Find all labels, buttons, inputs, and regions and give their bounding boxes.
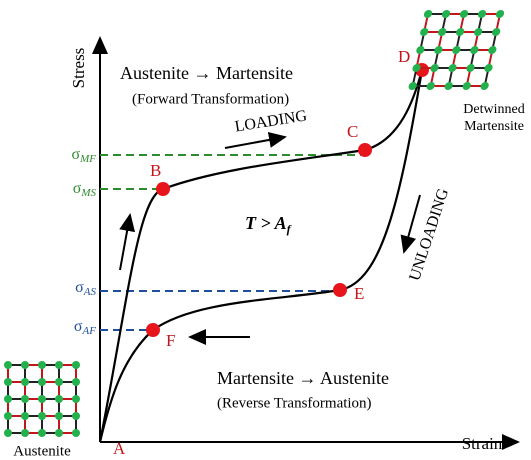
point-label: A	[113, 439, 126, 458]
lattice-part	[72, 361, 80, 369]
lattice-part	[456, 28, 465, 36]
lattice-part	[4, 429, 12, 437]
lattice-part	[462, 82, 471, 90]
arrow	[224, 132, 287, 149]
lattice-part	[38, 378, 46, 386]
lattice-part	[21, 361, 29, 369]
lattice-part	[72, 395, 80, 403]
x-axis-label: Strain	[462, 434, 503, 453]
condition: T > Af	[245, 213, 292, 236]
lattice-part	[55, 378, 63, 386]
lattice-part	[452, 46, 461, 54]
lattice-part	[420, 28, 429, 36]
arrow	[400, 194, 421, 254]
point-label: C	[347, 122, 358, 141]
point-label: B	[150, 161, 161, 180]
point	[358, 143, 372, 157]
lattice-part	[4, 412, 12, 420]
lattice-part	[408, 82, 417, 90]
lattice-part	[4, 395, 12, 403]
lattice-part	[434, 46, 443, 54]
reverse-subtitle: (Reverse Transformation)	[217, 395, 372, 411]
lattice-part	[459, 10, 469, 18]
level-label: σMF	[71, 146, 96, 165]
lattice-part	[423, 10, 433, 18]
lattice-part	[474, 28, 483, 36]
lattice-part	[55, 429, 63, 437]
lattice-part	[492, 28, 501, 36]
reverse-title: Martensite → Austenite	[217, 368, 389, 388]
lattice-part	[416, 46, 425, 54]
lattice-part	[441, 10, 451, 18]
level-label: σMS	[73, 180, 97, 199]
lattice-part	[484, 64, 493, 72]
lattice-part	[480, 82, 489, 90]
lattice-part	[38, 361, 46, 369]
lattice-part	[55, 412, 63, 420]
austenite-label: Austenite	[13, 443, 71, 459]
martensite-lattice	[408, 10, 505, 90]
forward-subtitle: (Forward Transformation)	[132, 91, 289, 107]
lattice-part	[72, 378, 80, 386]
lattice-part	[488, 46, 497, 54]
lattice-part	[426, 82, 435, 90]
unloading-curve	[98, 69, 424, 443]
lattice-part	[4, 361, 12, 369]
martensite-label: Martensite	[464, 119, 524, 134]
point	[146, 323, 160, 337]
arrow	[119, 213, 136, 271]
lattice-part	[470, 46, 479, 54]
forward-title: Austenite → Martensite	[120, 63, 293, 83]
lattice-part	[21, 378, 29, 386]
lattice-part	[444, 82, 453, 90]
level-label: σAF	[74, 318, 96, 337]
level-labels: σMF σMS σAS σAF	[71, 146, 96, 337]
lattice-part	[412, 64, 421, 72]
loading-curve	[98, 69, 424, 443]
lattice-part	[477, 10, 487, 18]
point-label: E	[354, 284, 364, 303]
lattice-part	[448, 64, 457, 72]
point-label: D	[398, 47, 410, 66]
level-label: σAS	[75, 279, 96, 298]
lattice-part	[72, 412, 80, 420]
lattice-part	[466, 64, 475, 72]
point-labels: A B C D E F	[113, 47, 410, 458]
lattice-part	[72, 429, 80, 437]
lattice-part	[21, 429, 29, 437]
point	[156, 182, 170, 196]
y-axis-label: Stress	[69, 48, 88, 89]
austenite-lattice	[4, 361, 80, 437]
lattice-part	[38, 429, 46, 437]
lattice-part	[495, 10, 505, 18]
lattice-part	[21, 395, 29, 403]
lattice-part	[55, 395, 63, 403]
lattice-part	[438, 28, 447, 36]
lattice-part	[21, 412, 29, 420]
lattice-part	[38, 395, 46, 403]
martensite-label: Detwinned	[463, 102, 524, 117]
point	[333, 283, 347, 297]
lattice-part	[4, 378, 12, 386]
lattice-part	[38, 412, 46, 420]
point-label: F	[166, 331, 175, 350]
lattice-part	[55, 361, 63, 369]
lattice-part	[430, 64, 439, 72]
